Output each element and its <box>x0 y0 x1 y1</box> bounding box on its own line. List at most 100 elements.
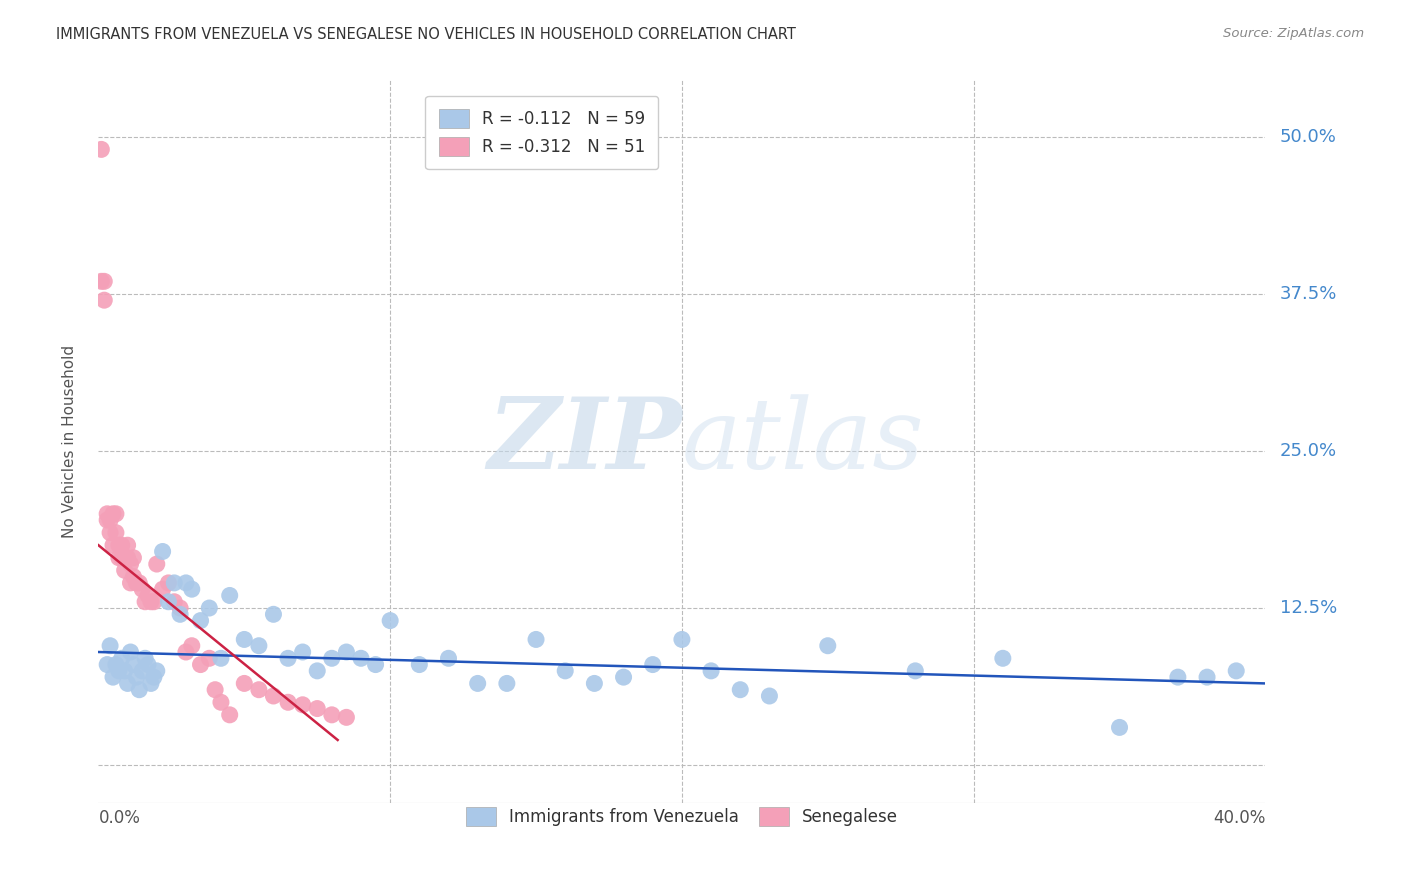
Point <box>437 651 460 665</box>
Point <box>817 639 839 653</box>
Point <box>134 651 156 665</box>
Point <box>180 639 202 653</box>
Point <box>233 676 256 690</box>
Point <box>101 507 124 521</box>
Point <box>117 550 139 565</box>
Point <box>96 513 118 527</box>
Point <box>307 664 329 678</box>
Point <box>730 682 752 697</box>
Point <box>122 657 145 672</box>
Point <box>104 657 127 672</box>
Text: No Vehicles in Household: No Vehicles in Household <box>62 345 77 538</box>
Point <box>641 657 664 672</box>
Text: 37.5%: 37.5% <box>1279 285 1337 303</box>
Point <box>90 142 112 156</box>
Point <box>262 689 284 703</box>
Text: Source: ZipAtlas.com: Source: ZipAtlas.com <box>1223 27 1364 40</box>
Point <box>758 689 780 703</box>
Point <box>96 657 118 672</box>
Point <box>152 544 174 558</box>
Point <box>321 651 343 665</box>
Point <box>131 582 153 597</box>
Point <box>1108 720 1130 734</box>
Point <box>204 682 226 697</box>
Point <box>180 582 202 597</box>
Text: 50.0%: 50.0% <box>1279 128 1337 145</box>
Point <box>247 639 270 653</box>
Point <box>90 274 112 288</box>
Point <box>198 651 221 665</box>
Point <box>554 664 576 678</box>
Point <box>583 676 606 690</box>
Point <box>114 664 136 678</box>
Point <box>142 595 165 609</box>
Point <box>1225 664 1247 678</box>
Point <box>169 601 191 615</box>
Point <box>139 595 162 609</box>
Point <box>120 557 142 571</box>
Point <box>335 645 357 659</box>
Text: IMMIGRANTS FROM VENEZUELA VS SENEGALESE NO VEHICLES IN HOUSEHOLD CORRELATION CHA: IMMIGRANTS FROM VENEZUELA VS SENEGALESE … <box>56 27 796 42</box>
Point <box>190 614 212 628</box>
Point <box>671 632 693 647</box>
Text: ZIP: ZIP <box>486 393 682 490</box>
Point <box>991 651 1014 665</box>
Point <box>134 595 156 609</box>
Text: 0.0%: 0.0% <box>98 809 141 827</box>
Point <box>350 651 373 665</box>
Point <box>291 645 314 659</box>
Point <box>114 563 136 577</box>
Point <box>247 682 270 697</box>
Point <box>128 575 150 590</box>
Point <box>98 639 121 653</box>
Point <box>1195 670 1218 684</box>
Point <box>496 676 519 690</box>
Point <box>146 664 169 678</box>
Point <box>364 657 387 672</box>
Point <box>209 651 232 665</box>
Point <box>190 657 212 672</box>
Point <box>98 513 121 527</box>
Text: 40.0%: 40.0% <box>1213 809 1265 827</box>
Point <box>111 651 134 665</box>
Point <box>111 550 134 565</box>
Point <box>108 538 131 552</box>
Point <box>157 575 180 590</box>
Point <box>104 507 127 521</box>
Point <box>120 645 142 659</box>
Point <box>142 670 165 684</box>
Point <box>467 676 489 690</box>
Point <box>101 670 124 684</box>
Point <box>277 651 299 665</box>
Point <box>904 664 927 678</box>
Point <box>108 664 131 678</box>
Point <box>122 550 145 565</box>
Point <box>1167 670 1189 684</box>
Point <box>209 695 232 709</box>
Point <box>335 710 357 724</box>
Point <box>125 670 148 684</box>
Point <box>96 507 118 521</box>
Point <box>101 538 124 552</box>
Point <box>152 582 174 597</box>
Point <box>163 595 186 609</box>
Point <box>277 695 299 709</box>
Point <box>93 293 115 308</box>
Point <box>218 707 240 722</box>
Point <box>163 575 186 590</box>
Point <box>125 575 148 590</box>
Point <box>174 645 197 659</box>
Point <box>169 607 191 622</box>
Point <box>612 670 634 684</box>
Point <box>291 698 314 712</box>
Point <box>262 607 284 622</box>
Point <box>218 589 240 603</box>
Point <box>700 664 723 678</box>
Point <box>98 525 121 540</box>
Point <box>104 525 127 540</box>
Point <box>146 557 169 571</box>
Point <box>380 614 402 628</box>
Point <box>128 682 150 697</box>
Point <box>117 676 139 690</box>
Legend: Immigrants from Venezuela, Senegalese: Immigrants from Venezuela, Senegalese <box>457 798 907 834</box>
